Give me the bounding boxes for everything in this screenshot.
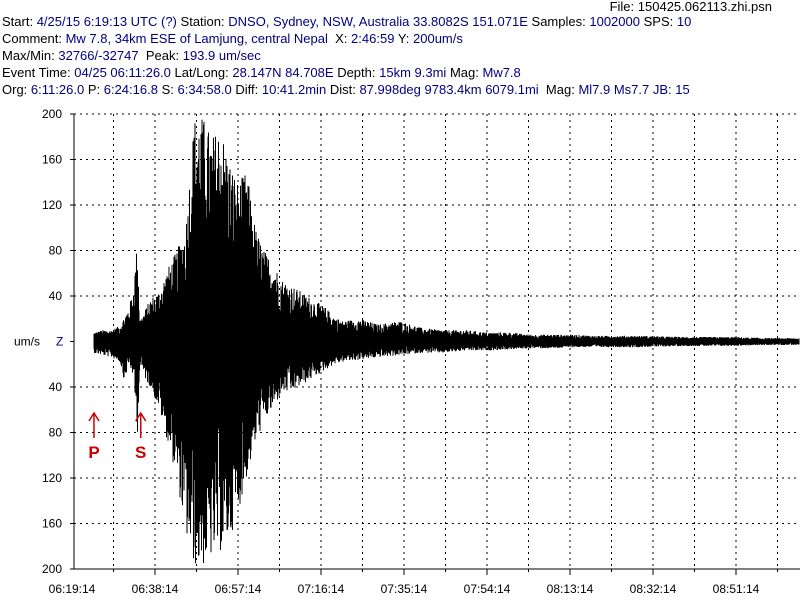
header-line-event: Event Time: 04/25 06:11:26.0 Lat/Long: 2… [2, 65, 521, 81]
y-scale-value: 200um/s [413, 31, 463, 46]
phase-marker-s: S [135, 411, 147, 462]
s-value: 6:34:58.0 [177, 82, 232, 97]
y-tick-label: 120 [42, 198, 62, 212]
mag-label: Mag: [449, 65, 479, 80]
file-name-line: File: 150425.062113.zhi.psn [610, 0, 772, 15]
dist-label: Dist: [329, 82, 356, 97]
p-label: P: [87, 82, 101, 97]
y-tick-label: 80 [49, 426, 63, 440]
depth-label: Depth: [337, 65, 376, 80]
maxmin-value: 32766/-32747 [58, 48, 139, 63]
x-tick-label: 07:35:14 [381, 582, 428, 596]
dist-value: 87.998deg 9783.4km 6079.1mi [359, 82, 539, 97]
y-tick-label: 160 [42, 517, 62, 531]
header-line-org: Org: 6:11:26.0 P: 6:24:16.8 S: 6:34:58.0… [2, 82, 690, 98]
event-value: 04/25 06:11:26.0 [74, 65, 171, 80]
phase-marker-label: P [88, 443, 99, 462]
phase-marker-p: P [88, 411, 100, 462]
peak-value: 193.9 um/sec [182, 48, 261, 63]
file-label: File: [609, 0, 635, 14]
phase-marker-arrowhead [88, 411, 100, 422]
x-tick-label: 08:51:14 [713, 582, 760, 596]
org-label: Org: [2, 82, 28, 97]
start-label: Start: [2, 14, 34, 29]
header-line-comment: Comment: Mw 7.8, 34km ESE of Lamjung, ce… [2, 31, 463, 47]
x-tick-label: 07:54:14 [464, 582, 511, 596]
s-label: S: [161, 82, 174, 97]
y-tick-label: 40 [49, 380, 63, 394]
header-line-maxmin: Max/Min: 32766/-32747 Peak: 193.9 um/sec [2, 48, 261, 64]
event-label: Event Time: [2, 65, 71, 80]
start-value: 4/25/15 6:19:13 UTC (?) [36, 14, 177, 29]
phase-marker-arrowhead [135, 411, 147, 422]
sps-value: 10 [676, 14, 692, 29]
mag-value: Mw7.8 [482, 65, 521, 80]
axes: 200 160 120 80 40 40 80 120 160 200 um/s Z 06:19:14 0… [14, 107, 800, 596]
x-tick-label: 07:16:14 [298, 582, 345, 596]
comment-label: Comment: [2, 31, 62, 46]
latlong-value: 28.147N 84.708E [232, 65, 334, 80]
y-tick-label: 120 [42, 471, 62, 485]
x-tick-label: 08:13:14 [547, 582, 594, 596]
sps-label: SPS: [643, 14, 674, 29]
x-tick-label: 06:57:14 [215, 582, 262, 596]
y-tick-label: 40 [49, 289, 63, 303]
y-tick-label: 80 [49, 244, 63, 258]
y-tick-label: 200 [42, 107, 62, 121]
file-value: 150425.062113.zhi.psn [637, 0, 772, 14]
header-line-start: Start: 4/25/15 6:19:13 UTC (?) Station: … [2, 14, 691, 30]
phase-marker-label: S [135, 443, 146, 462]
seismic-trace [93, 119, 800, 564]
diff-value: 10:41.2min [261, 82, 327, 97]
x-scale-label: X: [335, 31, 348, 46]
comment-value: Mw 7.8, 34km ESE of Lamjung, central Nep… [65, 31, 328, 46]
y-tick-label: 160 [42, 153, 62, 167]
y-axis-unit-label: um/s [14, 335, 40, 349]
org-value: 6:11:26.0 [30, 82, 85, 97]
trace-path [93, 119, 800, 564]
mag2-label: Mag: [545, 82, 575, 97]
station-label: Station: [180, 14, 225, 29]
p-value: 6:24:16.8 [103, 82, 158, 97]
y-scale-label: Y: [397, 31, 410, 46]
y-tick-label: 200 [42, 562, 62, 576]
samples-label: Samples: [531, 14, 586, 29]
channel-label: Z [56, 335, 63, 349]
diff-label: Diff: [235, 82, 259, 97]
maxmin-label: Max/Min: [2, 48, 55, 63]
x-tick-label: 06:19:14 [49, 582, 96, 596]
peak-label: Peak: [145, 48, 180, 63]
mag2-value: Ml7.9 Ms7.7 JB: 15 [578, 82, 690, 97]
x-scale-value: 2:46:59 [351, 31, 395, 46]
station-value: DNSO, Sydney, NSW, Australia 33.8082S 15… [228, 14, 528, 29]
latlong-label: Lat/Long: [174, 65, 229, 80]
x-tick-label: 08:32:14 [630, 582, 677, 596]
samples-value: 1002000 [589, 14, 640, 29]
x-tick-label: 06:38:14 [132, 582, 179, 596]
depth-value: 15km 9.3mi [379, 65, 447, 80]
